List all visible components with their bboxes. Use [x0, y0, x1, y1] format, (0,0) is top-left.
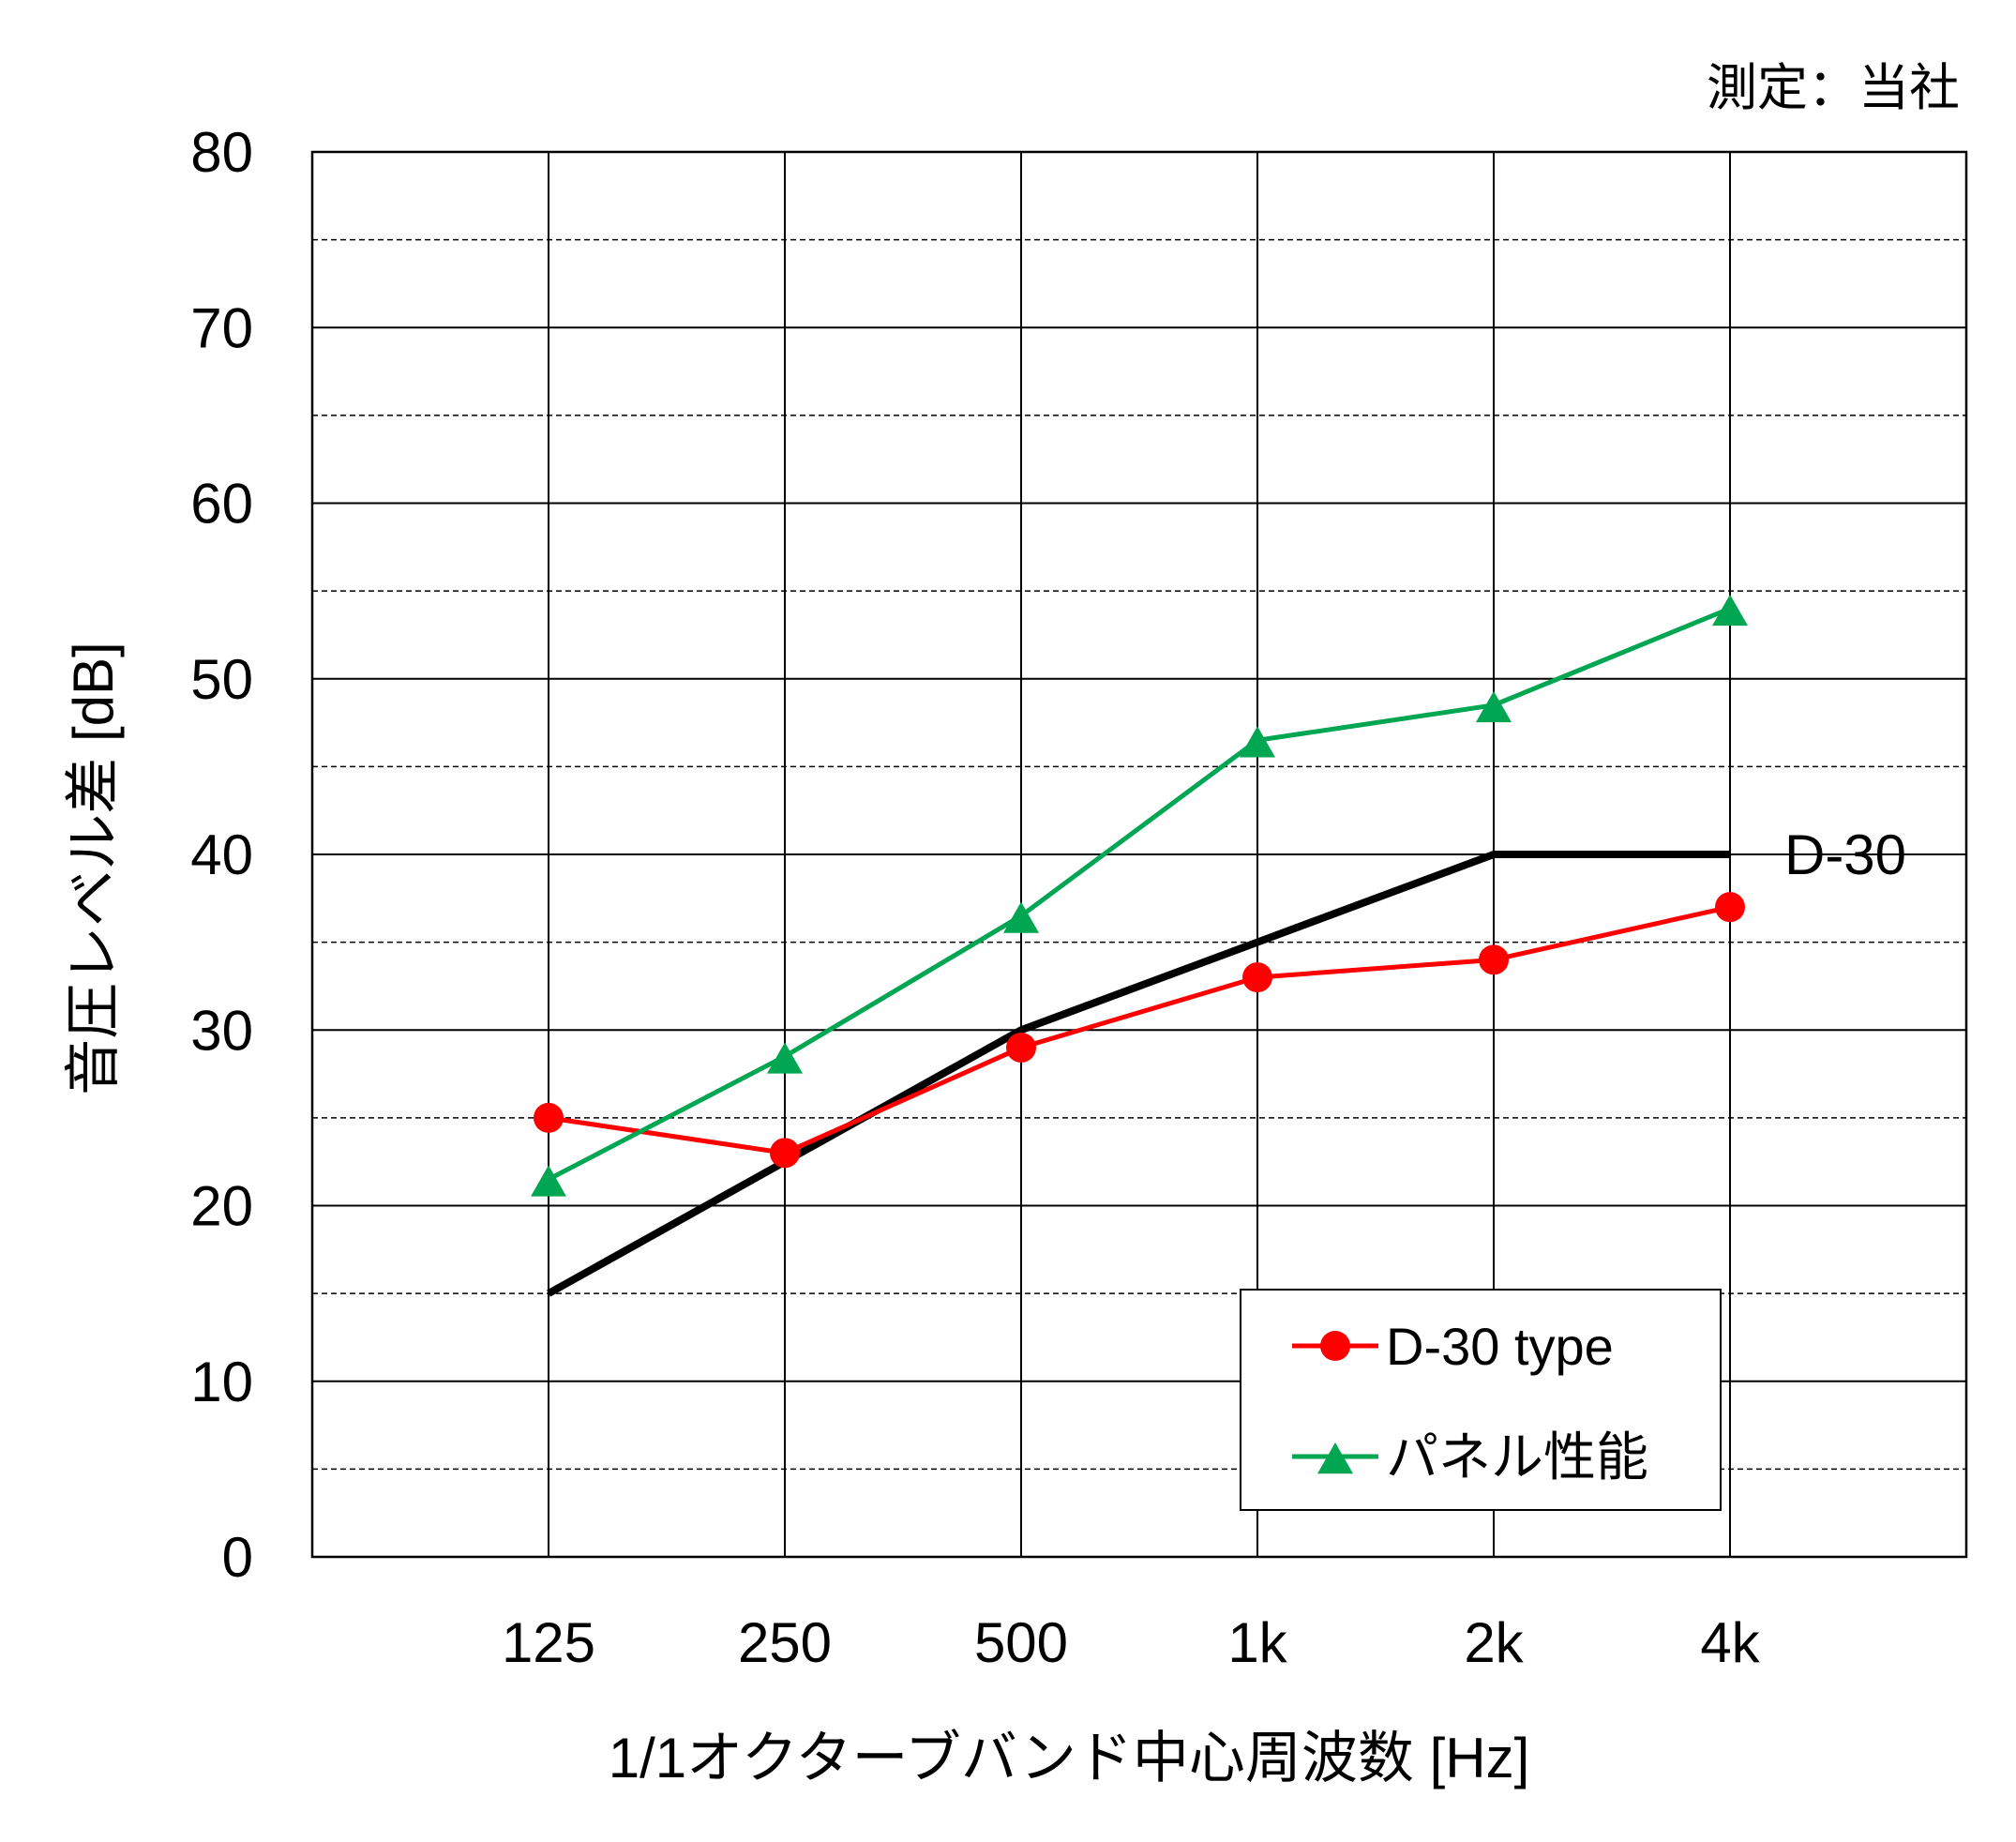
- legend-marker-triangle: [1317, 1442, 1353, 1474]
- data-point-circle: [1006, 1032, 1036, 1063]
- data-point-triangle: [1476, 690, 1512, 723]
- legend-marker-circle: [1320, 1331, 1350, 1361]
- legend: D-30 type パネル性能: [1240, 1289, 1722, 1511]
- x-tick-labels: 125 250 500 1k 2k 4k: [502, 1611, 1761, 1674]
- data-point-circle: [534, 1102, 564, 1133]
- y-tick-label: 50: [190, 648, 253, 711]
- x-axis-title: 1/1オクターブバンド中心周波数 [Hz]: [609, 1727, 1530, 1789]
- data-point-triangle: [1240, 726, 1275, 758]
- data-point-circle: [770, 1138, 800, 1169]
- x-tick-label: 1k: [1227, 1611, 1287, 1674]
- x-tick-label: 125: [502, 1611, 595, 1674]
- y-tick-label: 40: [190, 823, 253, 886]
- x-tick-label: 250: [738, 1611, 832, 1674]
- plot-frame: [310, 150, 1968, 1559]
- y-tick-label: 60: [190, 473, 253, 536]
- series-layer: [531, 594, 1748, 1297]
- y-tick-label: 30: [190, 999, 253, 1062]
- series-line-1: [547, 606, 1731, 1182]
- reference-line-d30: [547, 851, 1730, 1297]
- y-tick-label: 20: [190, 1175, 253, 1238]
- y-tick-label: 0: [222, 1526, 253, 1589]
- data-point-triangle: [1712, 594, 1748, 627]
- x-tick-label: 500: [974, 1611, 1068, 1674]
- y-axis-title: 音圧レベル差 [dB]: [62, 642, 125, 1095]
- measurement-note: 測定：当社: [1707, 60, 1960, 116]
- data-point-triangle: [767, 1042, 803, 1074]
- legend-label-d30-type: D-30 type: [1386, 1317, 1614, 1376]
- series-line-0: [548, 904, 1731, 1155]
- x-tick-label: 2k: [1464, 1611, 1524, 1674]
- grid: [312, 152, 1966, 1557]
- data-point-triangle: [531, 1165, 566, 1197]
- data-point-circle: [1242, 962, 1272, 993]
- data-point-circle: [1479, 944, 1509, 975]
- y-tick-label: 80: [190, 121, 253, 184]
- data-point-triangle: [1003, 901, 1039, 933]
- reference-label: D-30: [1784, 823, 1906, 886]
- y-tick-label: 10: [190, 1351, 253, 1413]
- data-point-circle: [1715, 892, 1745, 923]
- legend-label-panel: パネル性能: [1386, 1427, 1648, 1487]
- y-tick-label: 70: [190, 296, 253, 359]
- y-tick-labels: 0 10 20 30 40 50 60 70 80: [190, 121, 253, 1589]
- x-tick-label: 4k: [1700, 1611, 1760, 1674]
